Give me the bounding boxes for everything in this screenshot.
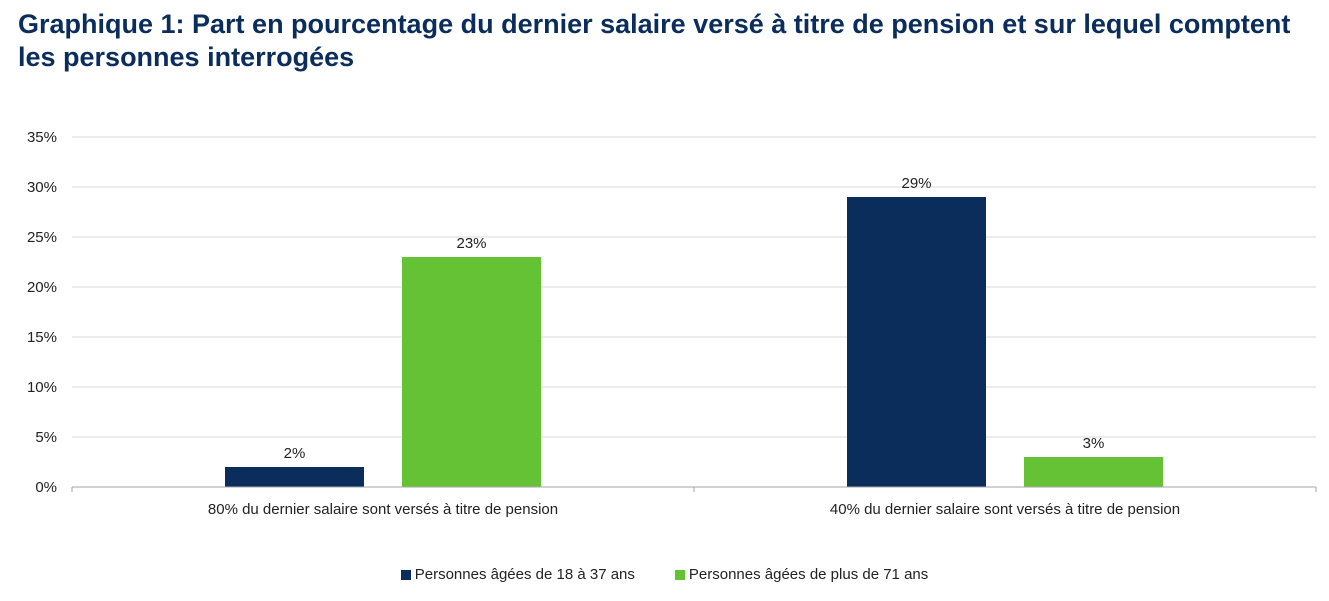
y-tick-label: 15% (27, 329, 57, 346)
y-tick-label: 25% (27, 229, 57, 246)
legend-item-71-plus: Personnes âgées de plus de 71 ans (674, 566, 929, 583)
data-label: 3% (1083, 435, 1105, 452)
chart-title: Graphique 1: Part en pourcentage du dern… (18, 9, 1291, 72)
legend-item-18-37: Personnes âgées de 18 à 37 ans (400, 566, 635, 583)
y-tick-label: 20% (27, 279, 57, 296)
y-axis: 0% 5% 10% 15% 20% 25% 30% 35% (27, 129, 57, 496)
bar (1024, 457, 1163, 487)
y-tick-label: 10% (27, 379, 57, 396)
bars (225, 197, 1163, 487)
data-labels: 2% 23% 29% 3% (284, 175, 1105, 462)
legend: Personnes âgées de 18 à 37 ans Personnes… (0, 566, 1329, 583)
x-category-label: 80% du dernier salaire sont versés à tit… (208, 501, 558, 518)
data-label: 2% (284, 445, 306, 462)
x-category-label: 40% du dernier salaire sont versés à tit… (830, 501, 1180, 518)
data-label: 23% (456, 235, 486, 252)
legend-swatch-navy (400, 569, 411, 580)
y-tick-label: 35% (27, 129, 57, 146)
legend-swatch-green (674, 569, 685, 580)
data-label: 29% (901, 175, 931, 192)
legend-label: Personnes âgées de 18 à 37 ans (414, 566, 635, 583)
bar (225, 467, 364, 487)
legend-label: Personnes âgées de plus de 71 ans (688, 566, 929, 583)
x-axis: 80% du dernier salaire sont versés à tit… (71, 486, 1317, 518)
bar-chart: 0% 5% 10% 15% 20% 25% 30% 35% 2% 23% 29% 3% 80% du… (27, 129, 1317, 518)
bar (847, 197, 986, 487)
y-tick-label: 5% (35, 429, 57, 446)
y-tick-label: 0% (35, 479, 57, 496)
bar (402, 257, 541, 487)
y-tick-label: 30% (27, 179, 57, 196)
gridlines (72, 136, 1316, 438)
